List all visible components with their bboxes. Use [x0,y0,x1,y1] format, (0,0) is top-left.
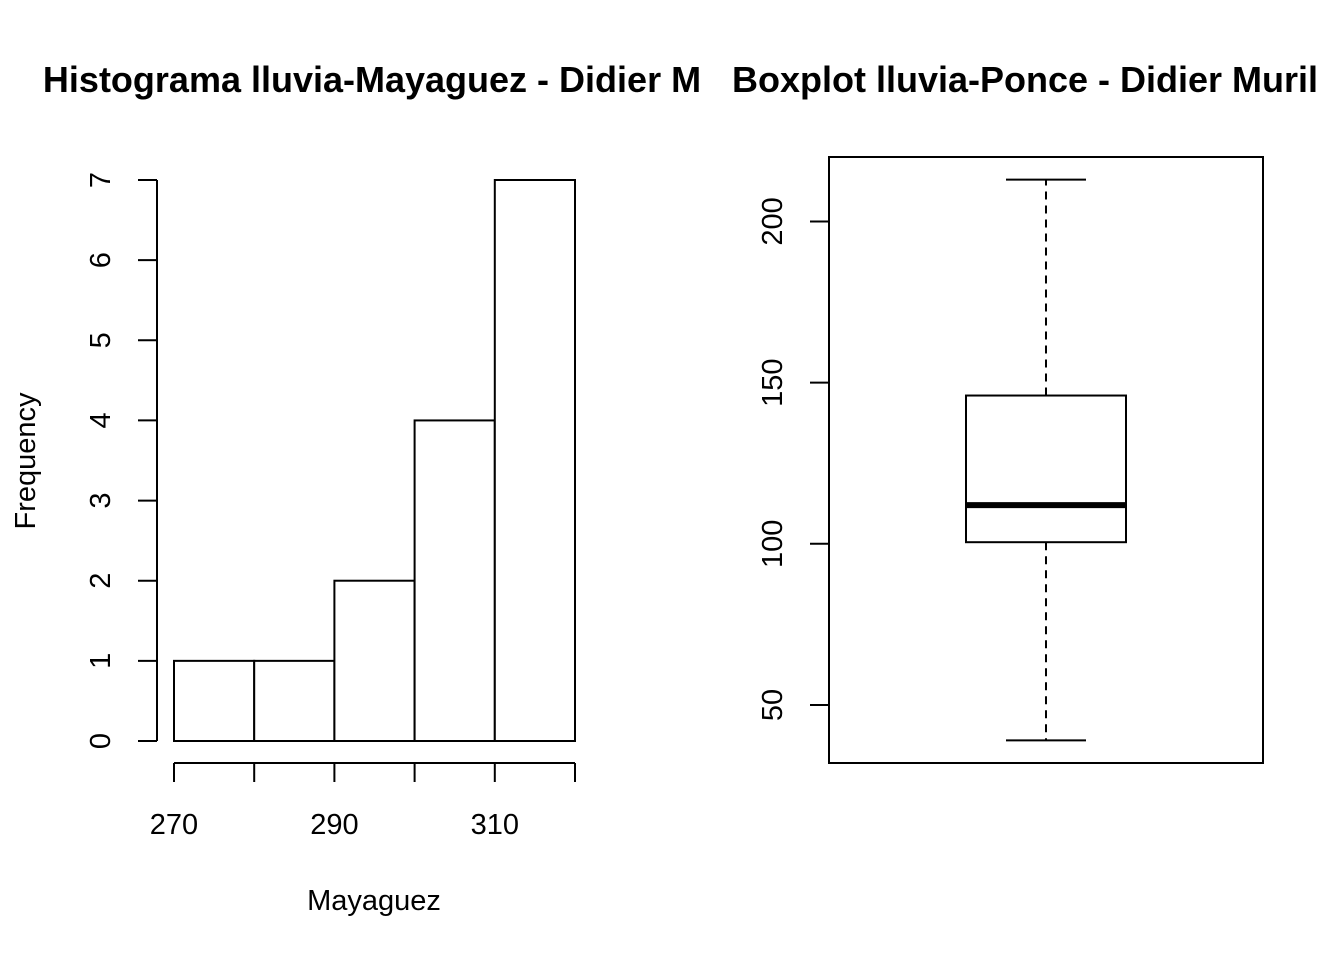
histogram-y-tick-label: 5 [85,332,117,348]
histogram-x-tick-label: 310 [471,809,519,841]
histogram-x-label: Mayaguez [307,885,441,917]
boxplot-y-tick-label: 100 [757,520,789,568]
boxplot-title: Boxplot lluvia-Ponce - Didier Muril [732,59,1318,100]
histogram-bar [493,179,576,742]
histogram-x-tick-label: 290 [310,809,358,841]
histogram-y-tick-label: 6 [85,252,117,268]
histogram-y-tick-label: 3 [85,493,117,509]
histogram-y-tick-label: 1 [85,653,117,669]
histogram-y-tick-label: 2 [85,573,117,589]
histogram-y-tick-label: 4 [85,412,117,428]
boxplot-panel: Boxplot lluvia-Ponce - Didier Muril 50 10… [732,59,1318,764]
boxplot-y-tick-label: 50 [757,689,789,721]
histogram-y-label: Frequency [10,392,42,530]
histogram-bar [253,659,336,742]
histogram-bar [173,659,256,742]
histogram-x-axis: 270 290 310 [150,762,576,841]
boxplot-y-tick-label: 200 [757,197,789,245]
boxplot-y-tick-label: 150 [757,358,789,406]
boxplot-iqr-box [965,394,1127,544]
histogram-bar [413,419,496,742]
histogram-y-axis: 0 1 2 3 4 5 6 7 [85,172,158,749]
histogram-y-tick-label: 7 [85,172,117,188]
boxplot-box [965,178,1127,742]
histogram-bar [333,579,416,743]
histogram-x-tick-label: 270 [150,809,198,841]
histogram-panel: Histograma lluvia-Mayaguez - Didier M 0 1… [10,59,701,917]
histogram-title: Histograma lluvia-Mayaguez - Didier M [43,59,701,100]
histogram-bars [173,179,576,743]
histogram-y-tick-label: 0 [85,733,117,749]
boxplot-y-axis: 50 100 150 200 [757,197,830,721]
